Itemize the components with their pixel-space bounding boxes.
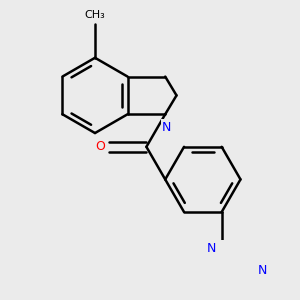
Text: N: N xyxy=(257,264,267,277)
Text: N: N xyxy=(207,242,217,255)
Text: N: N xyxy=(162,121,171,134)
Text: CH₃: CH₃ xyxy=(85,11,105,20)
Text: O: O xyxy=(95,140,105,153)
